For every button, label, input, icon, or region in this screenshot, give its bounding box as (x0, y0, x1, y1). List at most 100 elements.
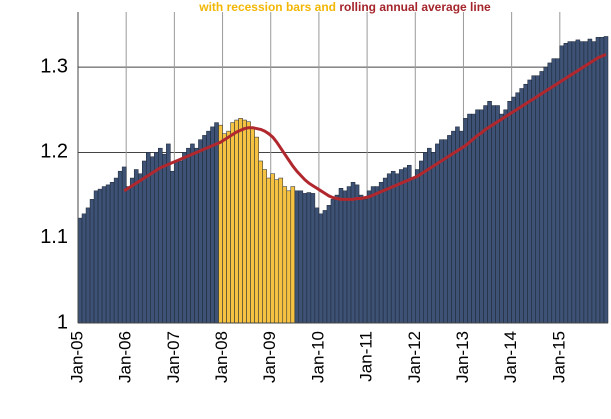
bar (85, 207, 91, 324)
x-tick-label: Jan-11 (357, 331, 376, 382)
bar (190, 143, 195, 324)
bar (270, 173, 275, 324)
bar (246, 121, 251, 324)
bar (81, 213, 87, 324)
bar (158, 147, 163, 324)
bar (218, 124, 223, 324)
bar (258, 160, 263, 324)
bar (137, 173, 143, 324)
bar (250, 128, 255, 324)
bar (226, 130, 231, 324)
bar (186, 147, 191, 324)
bar (499, 113, 504, 324)
bar (326, 205, 332, 324)
bar (503, 109, 508, 324)
bar (394, 173, 400, 324)
bar (595, 37, 601, 324)
x-tick-label: Jan-06 (116, 331, 135, 383)
bar (254, 136, 259, 324)
bar (278, 177, 284, 324)
bar (555, 58, 561, 324)
bar (178, 160, 183, 324)
x-tick-label: Jan-07 (164, 331, 183, 383)
bar (599, 37, 605, 324)
bar (266, 177, 271, 324)
bar (491, 105, 496, 324)
bar (423, 152, 428, 324)
bar (463, 118, 468, 324)
bar (511, 96, 516, 324)
bar (435, 143, 440, 324)
bar (105, 184, 111, 324)
bar (411, 177, 416, 324)
x-tick-label: Jan-05 (67, 331, 86, 383)
bar (366, 190, 372, 324)
bar (439, 139, 444, 324)
bar (547, 62, 553, 324)
bar (358, 194, 364, 324)
bar (286, 190, 292, 324)
y-tick-label: 1.2 (40, 141, 68, 163)
bar (125, 186, 131, 324)
bar (294, 190, 300, 324)
bar (89, 199, 95, 324)
bar (350, 182, 356, 324)
x-tick-label: Jan-12 (405, 331, 424, 383)
y-tick-label: 1.1 (40, 226, 68, 248)
bar (406, 164, 412, 324)
bar (133, 169, 139, 324)
bar (162, 153, 167, 324)
bar (302, 193, 308, 324)
bar (306, 192, 312, 324)
bar (198, 139, 203, 324)
bar (471, 113, 476, 324)
bar (117, 170, 123, 324)
bar (202, 135, 207, 324)
subtitle-part: rolling annual average line (339, 0, 491, 14)
bar (583, 41, 589, 324)
bar (415, 169, 420, 324)
bar (559, 45, 565, 324)
bar (539, 71, 545, 324)
bar (587, 38, 593, 324)
bar (402, 167, 408, 324)
bar (214, 122, 219, 324)
bar (431, 152, 436, 324)
bar (194, 147, 199, 324)
bar (447, 135, 452, 324)
bar (419, 160, 424, 324)
bar (242, 119, 247, 324)
bar (515, 92, 520, 324)
bar (97, 188, 103, 324)
bar (398, 169, 404, 324)
bar (141, 160, 147, 324)
bar (77, 217, 83, 324)
bar (129, 177, 135, 324)
y-tick-label: 1 (57, 311, 68, 333)
bar (475, 109, 480, 324)
y-tick-label: 1.3 (40, 55, 68, 77)
x-tick-label: Jan-13 (453, 331, 472, 383)
bar (479, 109, 484, 324)
bar (354, 184, 360, 324)
bar (527, 79, 532, 324)
bar (567, 41, 573, 324)
chart-subtitle: with recession bars and rolling annual a… (198, 0, 491, 14)
bar (234, 119, 239, 324)
bar (334, 194, 340, 324)
bar (274, 179, 280, 324)
bar (314, 207, 320, 324)
bar (109, 182, 115, 324)
bar (579, 41, 585, 324)
bar (459, 130, 464, 324)
bar (531, 75, 536, 324)
bar (338, 188, 344, 324)
bar (571, 41, 577, 324)
bar (238, 118, 243, 324)
bar (322, 210, 328, 324)
x-tick-label: Jan-10 (308, 331, 327, 383)
bar (370, 186, 376, 324)
bar (467, 113, 472, 324)
bar (495, 105, 500, 324)
